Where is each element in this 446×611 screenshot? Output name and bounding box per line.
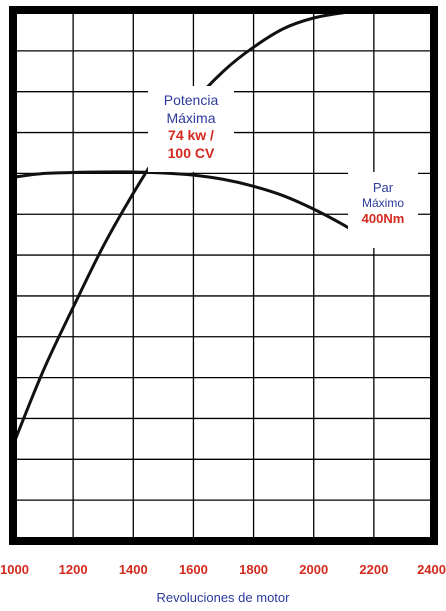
max-power-annotation: Potencia Máxima 74 kw / 100 CV bbox=[148, 86, 234, 172]
max-torque-value: 400Nm bbox=[361, 211, 405, 227]
max-power-value-kw: 74 kw / bbox=[168, 127, 214, 143]
x-tick-label: 1800 bbox=[239, 562, 268, 577]
max-power-title-line2: Máxima bbox=[166, 109, 216, 126]
torque-curve bbox=[11, 170, 376, 246]
x-tick-label: 2000 bbox=[299, 562, 328, 577]
max-power-title-line1: Potencia bbox=[163, 92, 219, 108]
x-tick-label: 1200 bbox=[59, 562, 88, 577]
x-tick-label: 2400 bbox=[417, 562, 446, 577]
x-tick-label: 1600 bbox=[179, 562, 208, 577]
grid bbox=[13, 10, 434, 541]
x-axis-title: Revoluciones de motor bbox=[156, 590, 290, 605]
x-tick-label: 1400 bbox=[119, 562, 148, 577]
x-tick-label: 1000 bbox=[0, 562, 29, 577]
x-tick-label: 2200 bbox=[359, 562, 388, 577]
plot-frame bbox=[9, 6, 438, 545]
max-torque-title-line1: Par bbox=[372, 180, 394, 195]
max-torque-annotation: Par Máximo 400Nm bbox=[348, 172, 418, 248]
x-tick-labels: 1000 1200 1400 1600 1800 2000 2200 2400 bbox=[0, 562, 446, 577]
max-torque-title-line2: Máximo bbox=[361, 196, 404, 211]
max-power-value-cv: 100 CV bbox=[167, 144, 215, 161]
